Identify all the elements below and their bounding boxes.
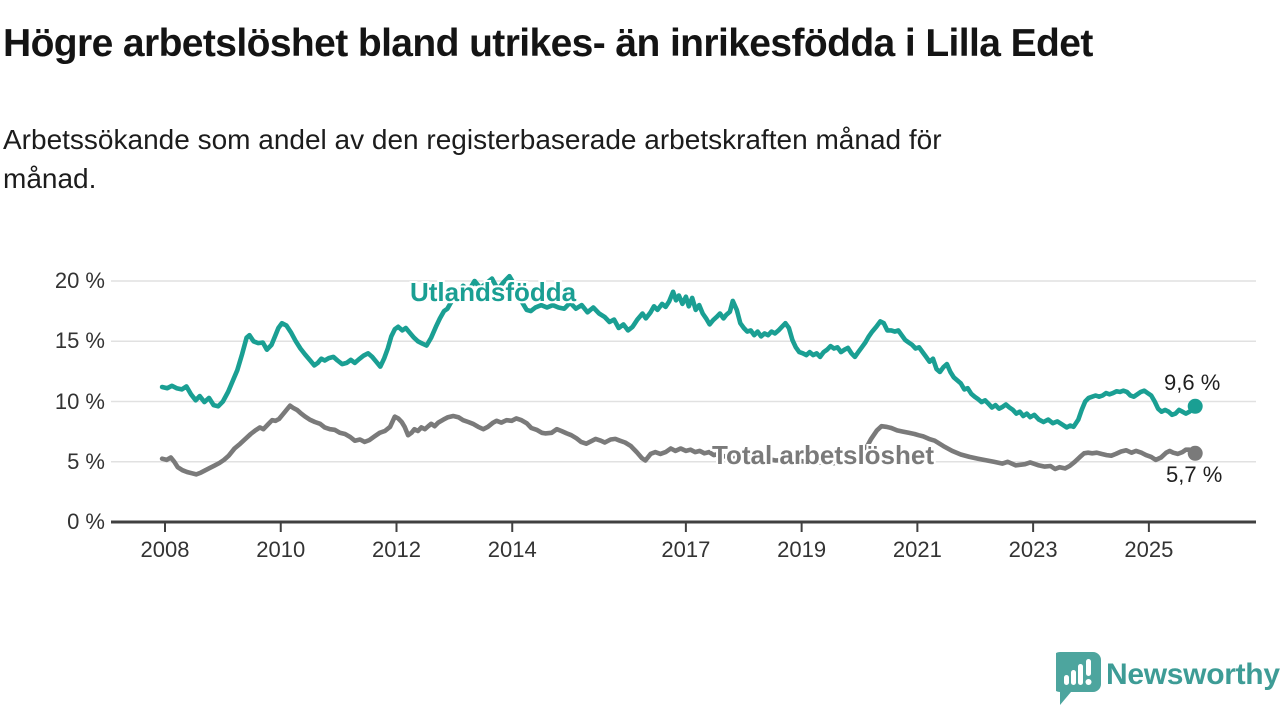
y-tick-label: 20 % <box>54 268 105 293</box>
end-value-label-utlandsfodda: 9,6 % <box>1164 370 1221 395</box>
series-label-total-arbetsloshet: Total arbetslöshet <box>712 440 935 470</box>
x-tick-label: 2017 <box>661 537 711 562</box>
total-arbetsloshet-line <box>159 403 1198 477</box>
y-tick-label: 5 % <box>67 448 105 474</box>
x-tick-label: 2021 <box>892 537 942 562</box>
x-tick-label: 2010 <box>256 537 306 562</box>
x-tick-label: 2014 <box>487 537 537 562</box>
end-value-label-total: 5,7 % <box>1166 462 1223 487</box>
gridlines-group <box>111 280 1256 524</box>
newsworthy-logo: Newsworthy <box>1056 651 1280 707</box>
x-tick-label: 2008 <box>140 537 190 562</box>
utlandsfodda-end-dot <box>1187 398 1203 414</box>
y-tick-label: 0 % <box>67 509 105 534</box>
utlandsfodda-line <box>159 273 1198 430</box>
total-arbetsloshet-end-dot <box>1187 445 1203 461</box>
series-label-utlandsfodda: Utlandsfödda <box>410 277 577 307</box>
newsworthy-chart-bubble-icon <box>1056 652 1101 705</box>
chart-subtitle: Arbetssökande som andel av den registerb… <box>3 121 1233 198</box>
x-axis-ticks-group <box>164 522 1150 532</box>
x-tick-label: 2023 <box>1008 537 1058 562</box>
y-tick-label: 15 % <box>54 328 105 354</box>
page-title: Högre arbetslöshet bland utrikes- än inr… <box>3 22 1093 65</box>
x-tick-label: 2012 <box>372 537 421 562</box>
y-tick-label: 10 % <box>54 388 105 414</box>
x-tick-label: 2025 <box>1124 537 1174 562</box>
newsworthy-logo-text: Newsworthy <box>1106 658 1280 691</box>
chart-subtitle-line-1: Arbetssökande som andel av den registerb… <box>3 124 942 155</box>
x-tick-label: 2019 <box>777 537 827 562</box>
chart-subtitle-line-2: månad. <box>3 162 97 194</box>
